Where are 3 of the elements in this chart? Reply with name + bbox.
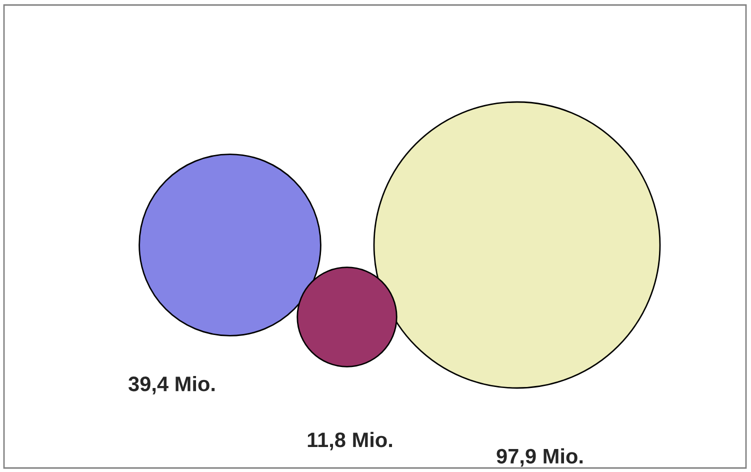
data-label: 97,9 Mio. <box>496 448 583 467</box>
data-label: 11,8 Mio. <box>308 432 392 450</box>
data-label: 39,4 Mio. <box>128 376 215 394</box>
